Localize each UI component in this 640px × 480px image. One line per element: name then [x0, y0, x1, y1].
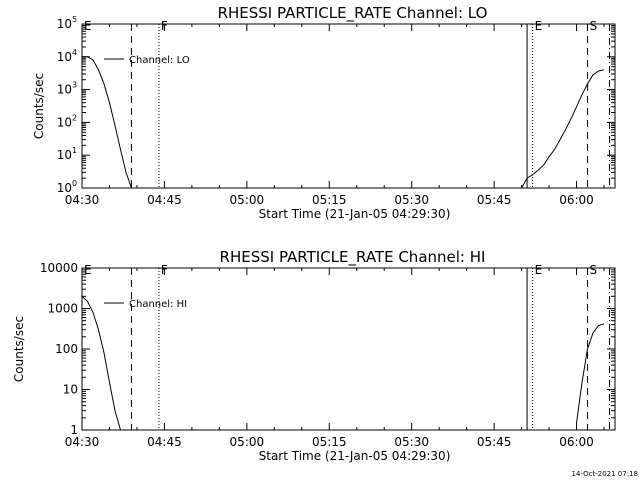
y-tick-exponent: 0	[72, 179, 77, 188]
plot-frame	[81, 267, 616, 431]
series-line	[81, 295, 121, 431]
y-tick-exponent: 4	[72, 48, 77, 57]
chart-title: RHESSI PARTICLE_RATE Channel: LO	[218, 4, 488, 23]
x-axis-label: Start Time (21-Jan-05 04:29:30)	[259, 207, 451, 221]
series-line	[576, 323, 605, 423]
y-tick-label: 100	[55, 342, 78, 356]
y-axis-label: Counts/sec	[32, 73, 46, 139]
legend-label: Channel: HI	[129, 299, 187, 310]
event-marker-label: E	[84, 19, 92, 33]
y-tick-exponent: 3	[72, 81, 77, 90]
event-marker-label: S	[590, 263, 598, 277]
event-marker-label: E	[535, 263, 543, 277]
legend-label: Channel: LO	[129, 55, 190, 66]
x-tick-label: 04:30	[65, 435, 100, 449]
y-tick-exponent: 5	[72, 15, 77, 24]
y-tick-exponent: 1	[72, 146, 77, 155]
x-tick-label: 04:30	[65, 193, 100, 207]
x-tick-label: 05:30	[394, 435, 429, 449]
x-tick-label: 05:45	[477, 435, 512, 449]
x-tick-label: 04:45	[147, 193, 182, 207]
hi-channel-panel: RHESSI PARTICLE_RATE Channel: HI Counts/s…	[12, 248, 616, 463]
chart-title: RHESSI PARTICLE_RATE Channel: HI	[220, 248, 486, 267]
y-tick-exponent: 2	[72, 113, 77, 122]
lo-channel-panel: RHESSI PARTICLE_RATE Channel: LO Counts/s…	[32, 4, 616, 221]
x-tick-label: 05:00	[230, 193, 265, 207]
x-tick-label: 06:00	[559, 193, 594, 207]
series-line	[82, 56, 132, 189]
y-tick-label: 10	[57, 83, 72, 97]
plot-frame	[81, 23, 616, 189]
footer-timestamp: 14-Oct-2021 07:18	[572, 470, 638, 478]
y-tick-label: 10	[57, 181, 72, 195]
event-marker-label: F	[161, 263, 168, 277]
event-marker-label: E	[84, 263, 92, 277]
y-tick-label: 10	[57, 115, 72, 129]
x-tick-label: 05:15	[312, 435, 347, 449]
x-axis-label: Start Time (21-Jan-05 04:29:30)	[259, 449, 451, 463]
event-marker-label: E	[535, 19, 543, 33]
x-tick-label: 05:15	[312, 193, 347, 207]
x-tick-label: 04:45	[147, 435, 182, 449]
y-tick-label: 1	[70, 423, 78, 437]
x-tick-label: 05:30	[394, 193, 429, 207]
x-tick-label: 05:00	[230, 435, 265, 449]
y-axis-label: Counts/sec	[12, 316, 26, 382]
event-marker-label: S	[590, 19, 598, 33]
y-tick-label: 1000	[47, 302, 78, 316]
series-line	[521, 69, 605, 189]
x-tick-label: 06:00	[559, 435, 594, 449]
y-tick-label: 10	[57, 148, 72, 162]
event-marker-label: F	[161, 19, 168, 33]
y-tick-label: 10	[57, 17, 72, 31]
y-tick-label: 10	[57, 50, 72, 64]
x-tick-label: 05:45	[477, 193, 512, 207]
y-tick-label: 10	[63, 383, 78, 397]
y-tick-label: 10000	[40, 261, 78, 275]
